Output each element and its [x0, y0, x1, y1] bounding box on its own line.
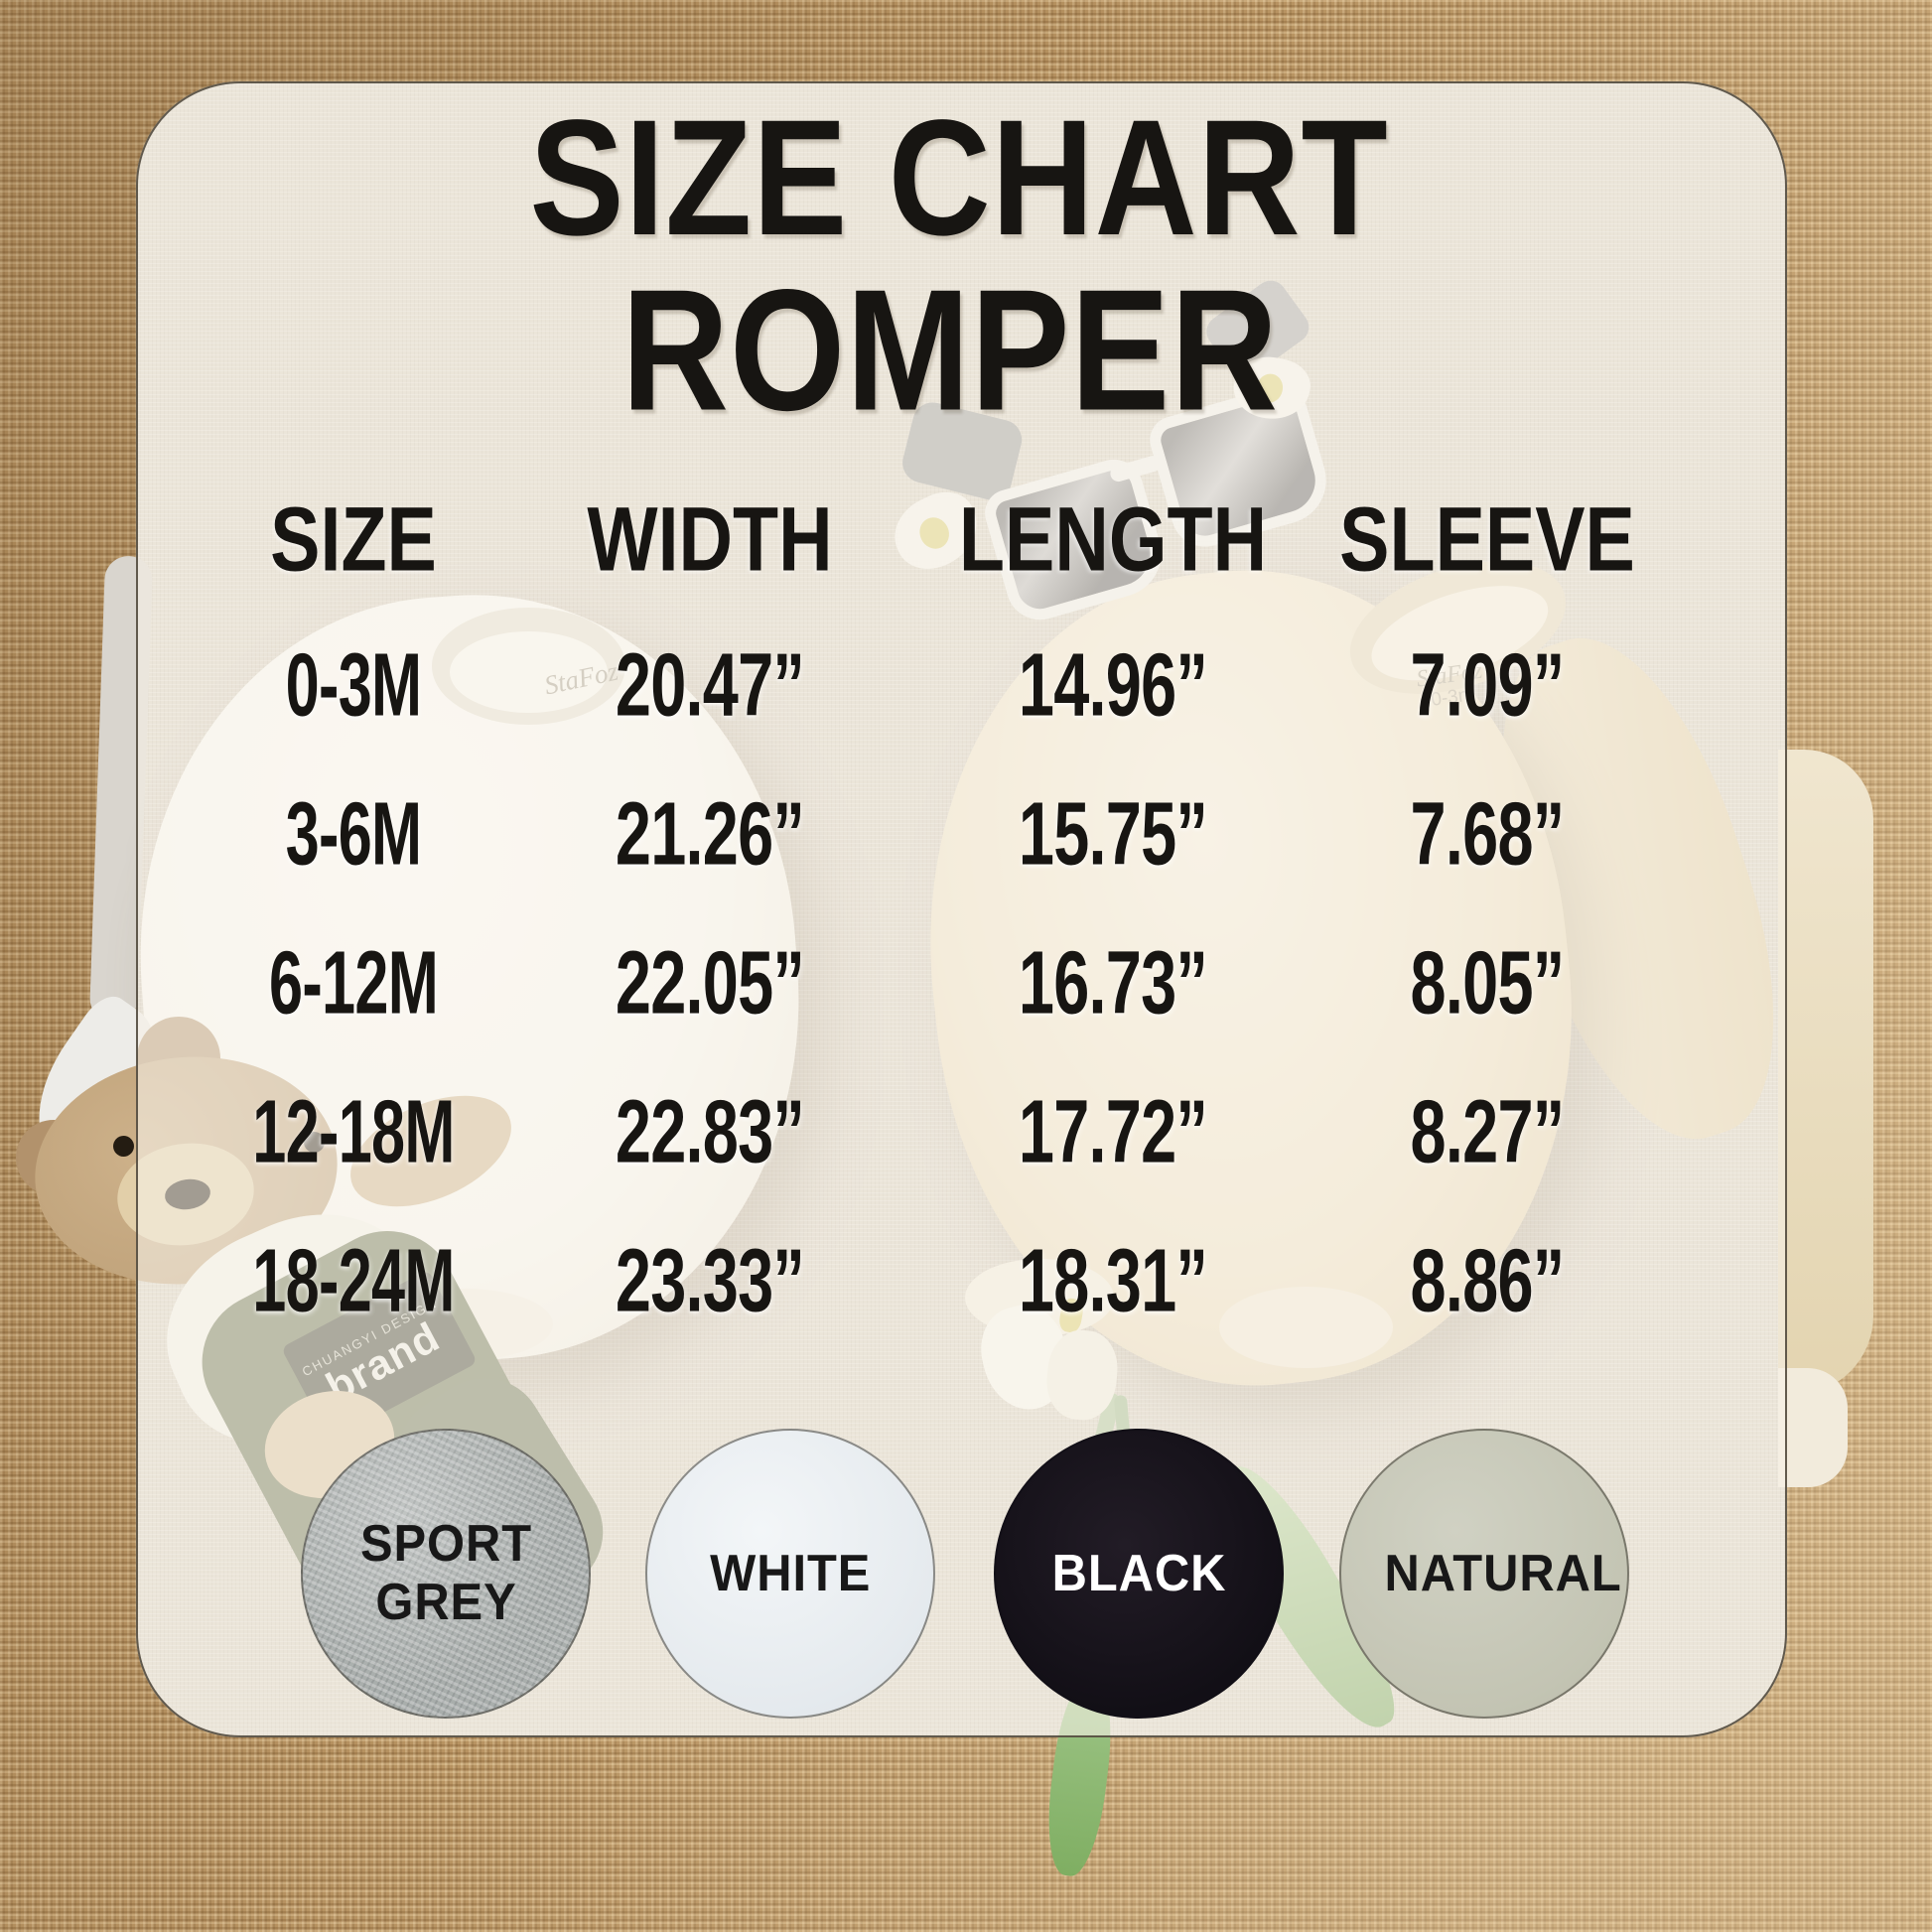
row4-length-cell: 18.31”: [1018, 1231, 1208, 1331]
row4-sleeve-cell: 8.86”: [1410, 1231, 1566, 1331]
row3-width-cell: 22.83”: [615, 1082, 805, 1182]
natural-romper-sleeve-outside-panel: [1778, 750, 1873, 1395]
row3-size-cell: 12-18M: [252, 1082, 455, 1182]
row1-sleeve-cell: 7.68”: [1410, 784, 1566, 885]
page-title-line-2: ROMPER: [621, 252, 1279, 447]
color-swatch-black: BLACK: [994, 1429, 1284, 1719]
row0-size-cell: 0-3M: [285, 635, 422, 736]
column-header-width: WIDTH: [587, 488, 833, 591]
row3-length-cell: 17.72”: [1018, 1082, 1208, 1182]
row0-width-cell: 20.47”: [615, 635, 805, 736]
teddy-bear-eye: [113, 1136, 134, 1157]
row1-size-cell: 3-6M: [285, 784, 422, 885]
color-swatch-white: WHITE: [645, 1429, 935, 1719]
swatch-label: NATURAL: [1383, 1544, 1622, 1602]
row0-length-cell: 14.96”: [1018, 635, 1208, 736]
natural-romper-cuff-outside-panel: [1778, 1368, 1848, 1487]
row0-sleeve-cell: 7.09”: [1410, 635, 1566, 736]
swatch-label: SPORT GREY: [359, 1515, 532, 1631]
row4-width-cell: 23.33”: [615, 1231, 805, 1331]
row2-sleeve-cell: 8.05”: [1410, 933, 1566, 1034]
swatch-label: BLACK: [1051, 1544, 1226, 1602]
row1-length-cell: 15.75”: [1018, 784, 1208, 885]
column-header-length: LENGTH: [958, 488, 1268, 591]
swatch-label: WHITE: [709, 1544, 872, 1602]
row4-size-cell: 18-24M: [252, 1231, 455, 1331]
row1-width-cell: 21.26”: [615, 784, 805, 885]
row2-length-cell: 16.73”: [1018, 933, 1208, 1034]
column-header-sleeve: SLEEVE: [1339, 488, 1635, 591]
row2-width-cell: 22.05”: [615, 933, 805, 1034]
row3-sleeve-cell: 8.27”: [1410, 1082, 1566, 1182]
color-swatch-sport-grey: SPORT GREY: [301, 1429, 591, 1719]
column-header-size: SIZE: [270, 488, 437, 591]
row2-size-cell: 6-12M: [268, 933, 439, 1034]
page-title-line-1: SIZE CHART: [529, 86, 1389, 270]
color-swatch-natural: NATURAL: [1339, 1429, 1629, 1719]
